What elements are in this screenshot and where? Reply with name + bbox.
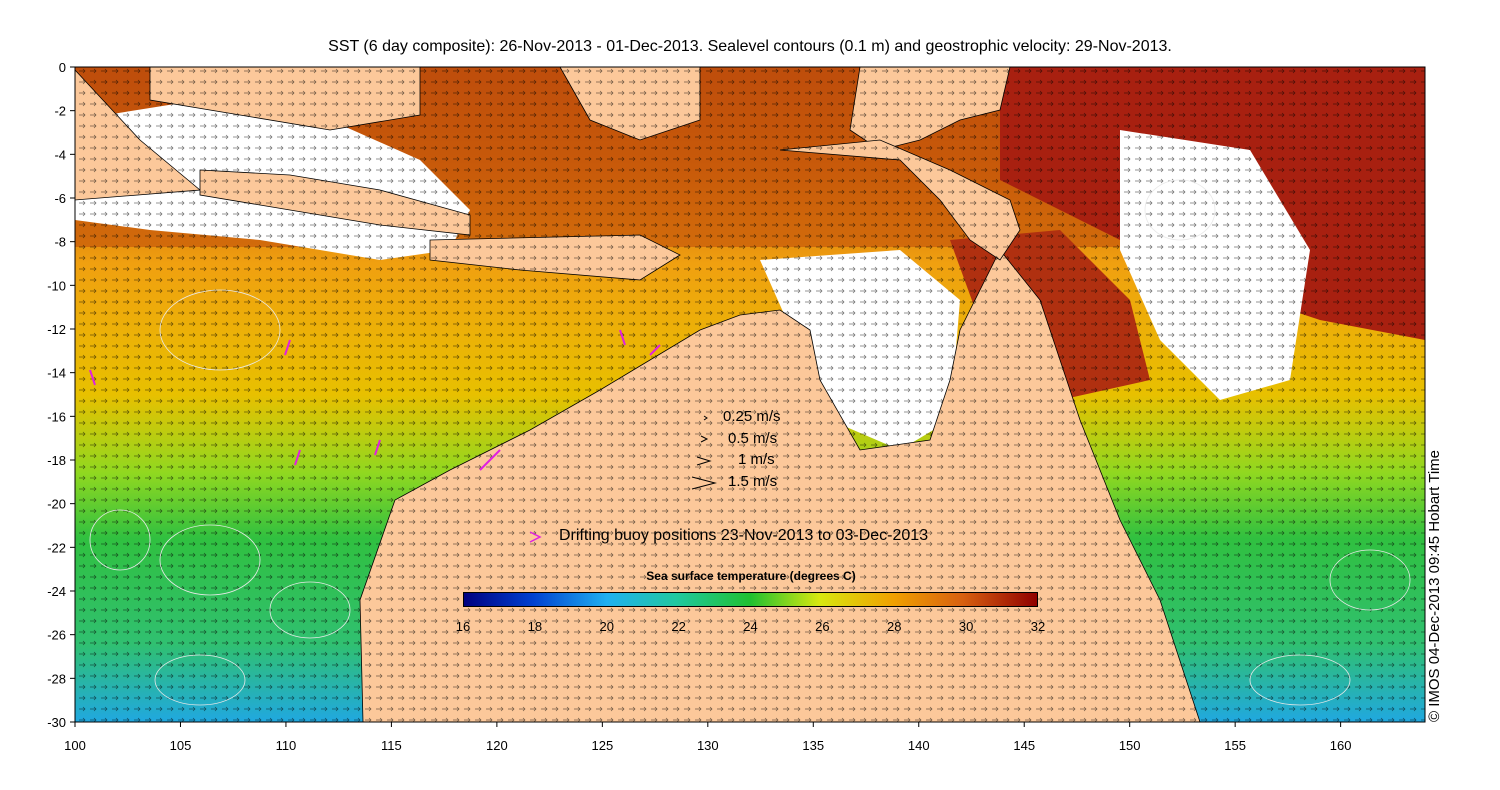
geostrophic-velocity-field: [75, 67, 1425, 722]
velocity-legend-arrows: [691, 415, 717, 490]
colorbar-tick-label: 16: [456, 619, 470, 634]
x-tick-label: 130: [697, 738, 719, 753]
colorbar-tick-label: 20: [600, 619, 614, 634]
colorbar: [463, 592, 1038, 607]
y-tick-label: -16: [47, 409, 66, 424]
colorbar-tick-label: 28: [887, 619, 901, 634]
x-tick-label: 145: [1013, 738, 1035, 753]
sea-level-contours: [89, 179, 1411, 706]
y-tick-label: -10: [47, 278, 66, 293]
colorbar-ticks: 16 18 20 22 24 26 28 30 32: [456, 619, 1045, 634]
y-tick-label: 0: [59, 60, 66, 75]
x-tick-label: 160: [1330, 738, 1352, 753]
arrow-1: [696, 456, 712, 466]
colorbar-title: Sea surface temperature (degrees C): [646, 569, 856, 583]
x-tick-label: 140: [908, 738, 930, 753]
velocity-label-1-5: 1.5 m/s: [728, 473, 778, 490]
colorbar-tick-label: 22: [671, 619, 685, 634]
y-tick-label: -14: [47, 366, 66, 381]
x-tick-label: 150: [1119, 738, 1141, 753]
y-tick-label: -12: [47, 322, 66, 337]
y-tick-label: -20: [47, 497, 66, 512]
colorbar-tick-label: 24: [743, 619, 757, 634]
x-tick-label: 110: [276, 738, 297, 753]
map-title: SST (6 day composite): 26-Nov-2013 - 01-…: [328, 38, 1172, 55]
velocity-label-1: 1 m/s: [738, 451, 775, 468]
buoy-tracks: [89, 329, 661, 471]
y-tick-label: -2: [54, 104, 66, 119]
arrow-1-5: [691, 476, 717, 490]
y-tick-label: -6: [54, 191, 66, 206]
arrow-0-25: [703, 415, 708, 421]
x-tick-label: 125: [591, 738, 613, 753]
buoy-legend-label: Drifting buoy positions 23-Nov-2013 to 0…: [559, 527, 929, 544]
x-axis: 100 105 110 115 120 125 130 135 140 145 150 155 160: [64, 722, 1351, 753]
colorbar-tick-label: 26: [815, 619, 829, 634]
y-tick-label: -18: [47, 453, 66, 468]
x-tick-label: 135: [802, 738, 824, 753]
x-tick-label: 155: [1224, 738, 1246, 753]
y-tick-label: -8: [54, 235, 66, 250]
y-axis: 0 -2 -4 -6 -8 -10 -12 -14 -16 -18 -20 -22 -24 -26 -28 -…: [47, 60, 75, 730]
copyright-credit: © IMOS 04-Dec-2013 09:45 Hobart Time: [1426, 449, 1443, 722]
x-tick-label: 115: [381, 738, 402, 753]
velocity-label-0-5: 0.5 m/s: [728, 430, 778, 447]
y-tick-label: -26: [47, 628, 66, 643]
x-tick-label: 105: [170, 738, 192, 753]
arrow-0-5: [700, 435, 709, 443]
buoy-legend-marker: [529, 531, 542, 543]
y-tick-label: -30: [47, 715, 66, 730]
velocity-label-0-25: 0.25 m/s: [723, 408, 781, 425]
y-tick-label: -22: [47, 540, 66, 555]
x-tick-label: 100: [64, 738, 86, 753]
y-tick-label: -24: [47, 584, 66, 599]
colorbar-tick-label: 30: [959, 619, 973, 634]
colorbar-tick-label: 18: [528, 619, 542, 634]
colorbar-tick-label: 32: [1031, 619, 1045, 634]
y-tick-label: -28: [47, 671, 66, 686]
x-tick-label: 120: [486, 738, 508, 753]
y-tick-label: -4: [54, 147, 66, 162]
